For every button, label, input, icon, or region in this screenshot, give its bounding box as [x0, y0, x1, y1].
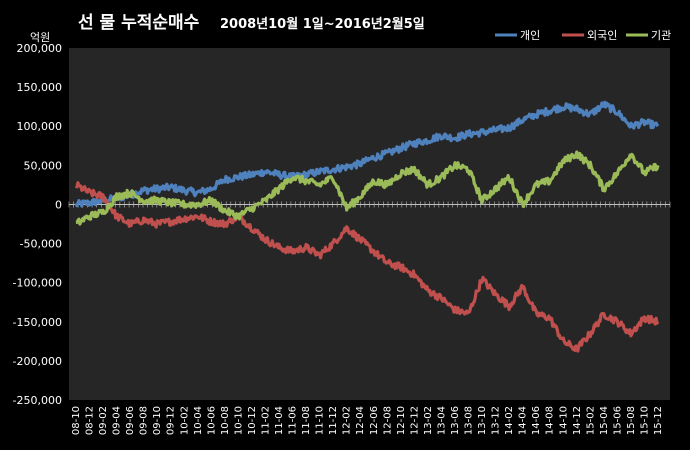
x-tick-label: 13-10: [477, 406, 488, 435]
x-tick-label: 13-04: [436, 406, 447, 435]
x-tick-label: 15-08: [626, 406, 637, 435]
x-tick-label: 15-02: [585, 406, 596, 435]
x-tick-label: 11-10: [315, 406, 326, 435]
x-tick-label: 09-04: [112, 406, 123, 435]
x-tick-label: 08-10: [71, 406, 82, 435]
x-tick-label: 11-02: [260, 406, 271, 435]
x-tick-label: 14-02: [504, 406, 515, 435]
x-tick-label: 11-06: [288, 406, 299, 435]
x-tick-label: 11-08: [301, 406, 312, 435]
y-tick-label: -150,000: [13, 316, 62, 329]
x-tick-label: 12-02: [342, 406, 353, 435]
x-tick-label: 10-12: [247, 406, 258, 435]
y-tick-label: -250,000: [13, 394, 62, 407]
x-tick-label: 14-12: [572, 406, 583, 435]
x-tick-label: 13-06: [450, 406, 461, 435]
y-tick-label: -200,000: [13, 355, 62, 368]
legend: 개인 외국인 기관: [495, 29, 671, 42]
y-tick-label: -50,000: [20, 238, 62, 251]
x-tick-label: 09-06: [125, 406, 136, 435]
x-tick-label: 14-06: [531, 406, 542, 435]
x-tick-label: 12-10: [396, 406, 407, 435]
x-tick-label: 08-12: [85, 406, 96, 435]
x-tick-label: 11-04: [274, 406, 285, 435]
y-tick-label: 150,000: [17, 81, 63, 94]
x-tick-label: 15-10: [639, 406, 650, 435]
y-tick-label: 0: [55, 198, 62, 211]
legend-label: 외국인: [587, 29, 617, 42]
x-tick-label: 09-02: [98, 406, 109, 435]
x-tick-label: 13-12: [491, 406, 502, 435]
x-tick-label: 15-04: [599, 406, 610, 435]
legend-label: 개인: [520, 29, 540, 42]
series-line-1: [74, 100, 660, 208]
x-tick-label: 13-02: [423, 406, 434, 435]
x-tick-label: 09-10: [152, 406, 163, 435]
x-tick-label: 12-06: [369, 406, 380, 435]
x-tick-label: 12-04: [355, 406, 366, 435]
x-tick-label: 10-04: [193, 406, 204, 435]
x-axis: 08-10 08-12 09-02 09-04 09-06 09-08 09-10 09-12…: [68, 201, 671, 435]
x-tick-label: 10-08: [220, 406, 231, 435]
x-tick-label: 09-12: [166, 406, 177, 435]
chart-title-main: 선 물 누적순매수: [78, 13, 200, 33]
legend-label: 기관: [651, 29, 671, 42]
y-tick-label: 200,000: [17, 42, 63, 55]
x-tick-label: 10-10: [233, 406, 244, 435]
x-tick-label: 12-12: [409, 406, 420, 435]
x-tick-label: 14-08: [545, 406, 556, 435]
y-tick-label: -100,000: [13, 277, 62, 290]
x-tick-label: 10-02: [179, 406, 190, 435]
x-tick-label: 11-12: [328, 406, 339, 435]
y-axis-label: 억원: [30, 31, 50, 44]
series-line-2: [74, 181, 660, 353]
x-tick-label: 12-08: [382, 406, 393, 435]
y-tick-label: 50,000: [24, 159, 63, 172]
series-line-3: [75, 150, 660, 226]
x-tick-label: 14-04: [518, 406, 529, 435]
series-lines: [74, 100, 660, 353]
x-tick-label: 15-06: [612, 406, 623, 435]
x-tick-label: 15-12: [653, 406, 664, 435]
x-tick-label: 13-08: [464, 406, 475, 435]
y-axis-ticks: 200,000 150,000 100,000 50,000 0 -50,000 -100,…: [13, 42, 62, 407]
x-tick-label: 09-08: [139, 406, 150, 435]
y-tick-label: 100,000: [17, 120, 63, 133]
x-tick-label: 10-06: [206, 406, 217, 435]
x-tick-label: 14-10: [558, 406, 569, 435]
chart-title-sub: 2008년10월 1일~2016년2월5일: [220, 16, 425, 32]
